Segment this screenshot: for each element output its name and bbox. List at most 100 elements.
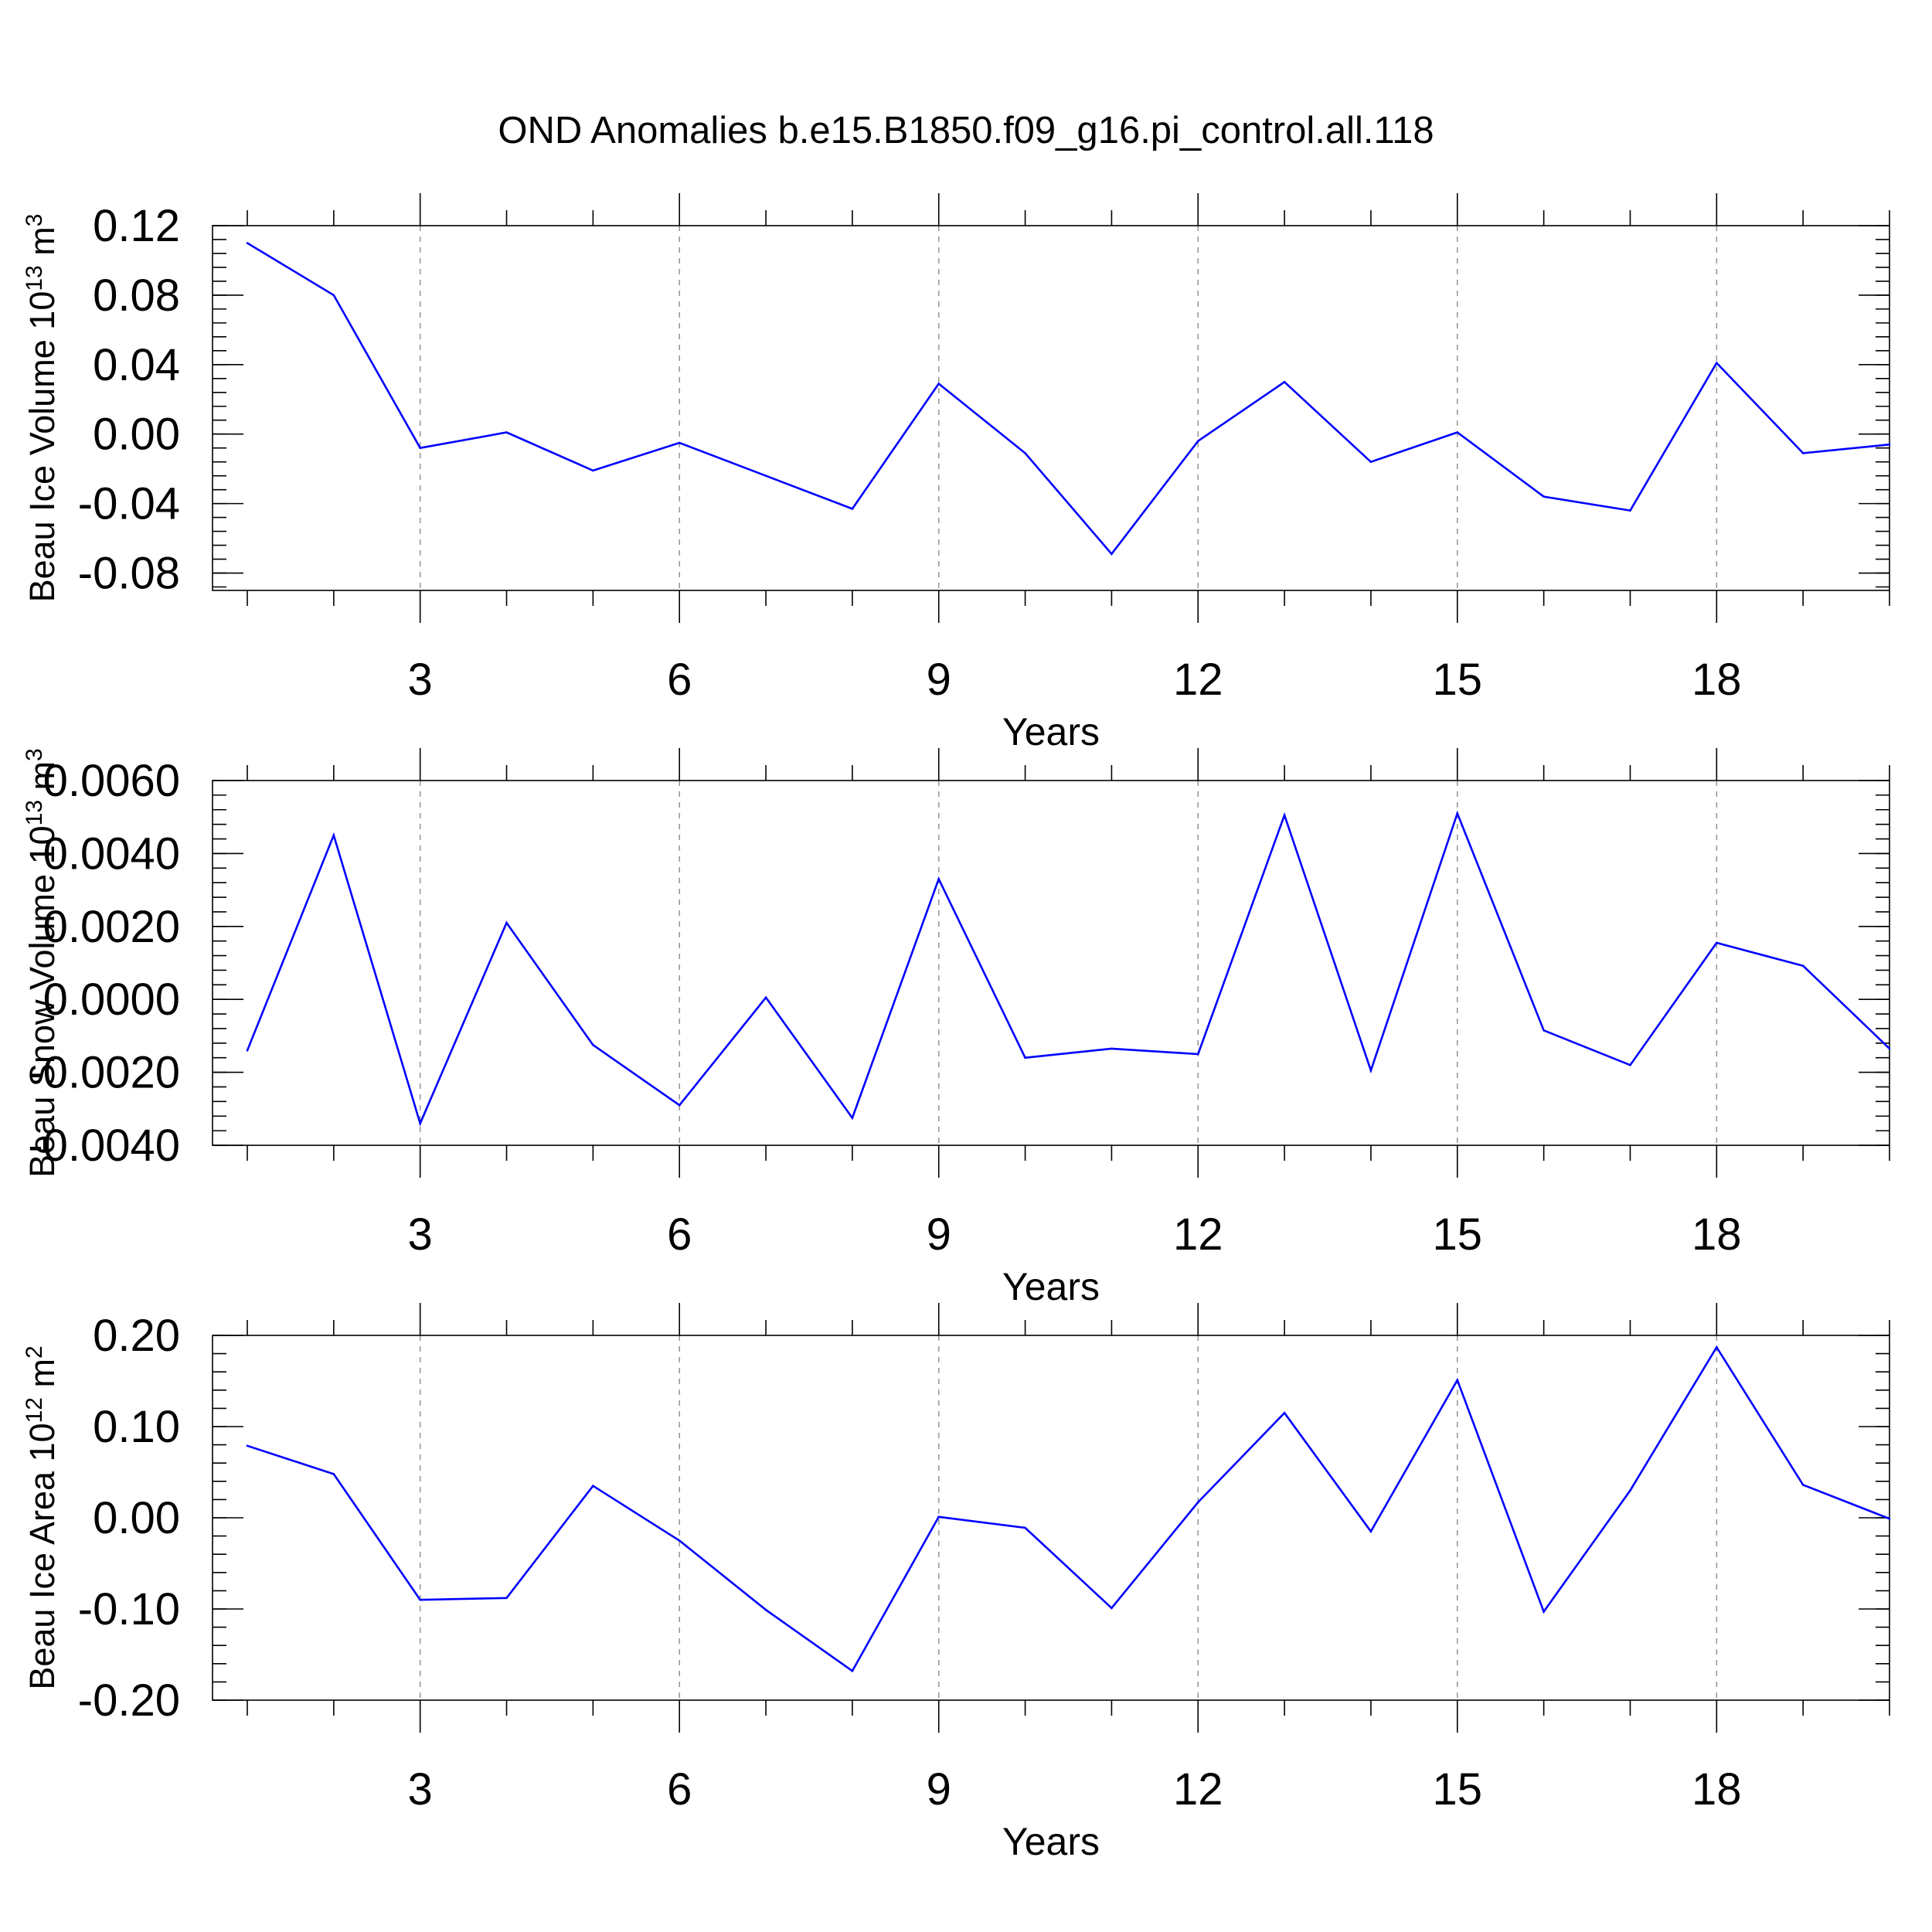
y-axis-label-text: Beau Ice Area 10 [22, 1423, 62, 1689]
data-point [1888, 443, 1891, 446]
data-point [246, 242, 249, 244]
chart-panel-1: -0.08 -0.04 0.00 0.04 0.08 0.12 3 6 9 12 15 18 Years… [22, 193, 1891, 753]
y-axis-label-unit: m [22, 1359, 62, 1397]
data-point [678, 1539, 681, 1542]
y-tick-label: -0.20 [78, 1675, 180, 1726]
data-point [1716, 362, 1718, 364]
data-point [678, 441, 681, 444]
data-point [1283, 381, 1286, 383]
y-axis-label-exponent: 12 [22, 1397, 47, 1423]
y-tick-label: 0.08 [93, 270, 180, 321]
series-line [247, 242, 1890, 556]
x-tick-label: 12 [1173, 1764, 1223, 1815]
y-tick-label: 0.04 [93, 340, 180, 390]
panels: -0.08 -0.04 0.00 0.04 0.08 0.12 3 6 9 12 15 18 Years… [22, 193, 1891, 1863]
data-point [1197, 1501, 1199, 1504]
data-point [937, 878, 940, 880]
y-axis-label-exponent: 13 [22, 800, 47, 825]
data-point [851, 1669, 854, 1672]
x-axis-label: Years [1002, 1820, 1100, 1863]
data-point [764, 474, 767, 477]
data-point [1369, 1530, 1372, 1532]
data-point [419, 1122, 421, 1124]
data-point [1197, 1053, 1199, 1056]
plot-frame [212, 225, 1890, 591]
data-point [1024, 1056, 1026, 1059]
y-tick-label: 0.20 [93, 1311, 180, 1361]
x-tick-label: 18 [1692, 1209, 1742, 1260]
data-point [1716, 941, 1718, 944]
data-point [1716, 1346, 1718, 1349]
data-point [1629, 1489, 1631, 1492]
data-point [1024, 452, 1026, 454]
x-tick-label: 15 [1433, 655, 1483, 705]
data-point [246, 1444, 249, 1447]
y-tick-label: 0.0020 [43, 902, 180, 952]
figure-title: OND Anomalies b.e15.B1850.f09_g16.pi_con… [498, 110, 1434, 151]
x-tick-label: 9 [927, 1209, 951, 1260]
x-tick-label: 12 [1173, 1209, 1223, 1260]
data-point [764, 1608, 767, 1611]
x-tick-label: 9 [927, 1764, 951, 1815]
x-tick-label: 18 [1692, 1764, 1742, 1815]
data-point [505, 921, 508, 924]
y-axis-label-unit-exponent: 3 [22, 214, 47, 227]
data-point [1111, 553, 1113, 556]
y-axis-label-unit: m [22, 226, 62, 265]
plot-frame [212, 780, 1890, 1146]
y-tick-label: 0.10 [93, 1402, 180, 1452]
data-point [764, 996, 767, 999]
x-tick-label: 3 [408, 1209, 433, 1260]
y-axis-label-unit-exponent: 3 [22, 748, 47, 761]
y-tick-label: -0.0020 [28, 1048, 180, 1098]
data-point [851, 1117, 854, 1119]
data-point [1456, 431, 1459, 434]
data-point [851, 508, 854, 510]
y-axis-label-text: Beau Snow Volume 10 [22, 825, 62, 1177]
data-point [1888, 1047, 1891, 1050]
x-tick-label: 12 [1173, 655, 1223, 705]
data-point [592, 469, 594, 472]
chart-panel-3: -0.20 -0.10 0.00 0.10 0.20 3 6 9 12 15 18 Years Beau… [22, 1303, 1891, 1863]
data-point [1283, 814, 1286, 817]
data-point [1456, 1379, 1459, 1382]
data-point [1369, 461, 1372, 463]
y-axis-label: Beau Ice Volume 1013 m3 [22, 214, 62, 603]
data-point [1888, 1517, 1891, 1520]
x-tick-label: 18 [1692, 655, 1742, 705]
data-point [332, 294, 335, 297]
y-axis-label-unit-exponent: 2 [22, 1345, 47, 1359]
data-point [1197, 440, 1199, 442]
data-point [937, 1515, 940, 1519]
x-tick-label: 9 [927, 655, 951, 705]
data-point [1456, 812, 1459, 815]
data-point [1111, 1047, 1113, 1050]
y-tick-label: -0.0040 [28, 1121, 180, 1171]
data-point [1543, 1611, 1545, 1613]
y-axis-label-unit: m [22, 761, 62, 800]
y-tick-label: -0.08 [78, 549, 180, 599]
data-point [505, 431, 508, 434]
data-point [1801, 1484, 1804, 1486]
y-tick-label: 0.0000 [43, 975, 180, 1025]
y-tick-label: 0.12 [93, 201, 180, 251]
x-tick-label: 3 [408, 1764, 433, 1815]
data-point [246, 1049, 249, 1052]
x-axis-label: Years [1002, 710, 1100, 753]
y-axis-label-text: Beau Ice Volume 10 [22, 291, 62, 603]
data-point [505, 1597, 508, 1600]
x-tick-label: 6 [667, 655, 692, 705]
x-tick-label: 15 [1433, 1209, 1483, 1260]
x-tick-label: 6 [667, 1209, 692, 1260]
data-point [937, 383, 940, 385]
y-axis-label-exponent: 13 [22, 265, 47, 291]
x-tick-label: 6 [667, 1764, 692, 1815]
series-line [247, 1345, 1890, 1673]
data-point [592, 1043, 594, 1046]
data-point [1283, 1412, 1286, 1414]
y-axis-label: Beau Snow Volume 1013 m3 [22, 748, 62, 1177]
x-tick-label: 15 [1433, 1764, 1483, 1815]
